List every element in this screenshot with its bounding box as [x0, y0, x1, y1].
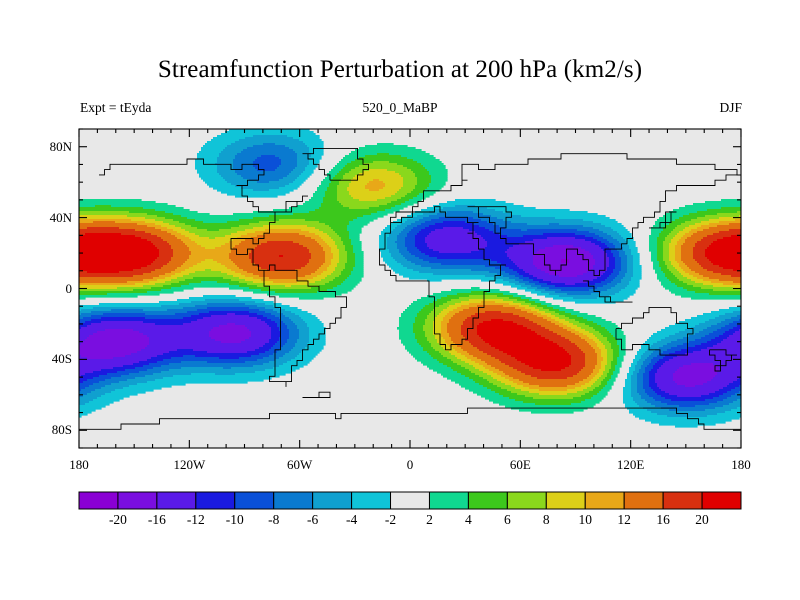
experiment-label: Expt = tEyda [80, 100, 152, 115]
coastline [390, 153, 741, 223]
colorbar-tick-label: 4 [465, 512, 472, 527]
colorbar-tick-label: -10 [225, 512, 244, 527]
colorbar-tick-label: 10 [578, 512, 592, 527]
y-axis-tick-label: 40S [51, 351, 72, 367]
x-axis-tick-label: 60W [287, 457, 313, 472]
y-axis-tick-label: 0 [65, 280, 73, 296]
colorbar-segment [351, 491, 392, 510]
colorbar-segment [117, 491, 158, 510]
colorbar-segment [506, 491, 547, 510]
coastline-layer [79, 147, 741, 430]
contour-fill-layer [79, 129, 741, 428]
coastline [302, 147, 369, 181]
x-axis-tick-label: 180 [731, 457, 751, 472]
y-axis-tick-label: 40N [49, 209, 72, 225]
season-label: DJF [719, 100, 742, 115]
coastline [302, 391, 331, 398]
colorbar-tick-label: -8 [268, 512, 280, 527]
coastline [79, 407, 741, 430]
page-title: Streamfunction Perturbation at 200 hPa (… [157, 56, 643, 83]
colorbar-segment [195, 491, 236, 510]
colorbar-segment [545, 491, 586, 510]
colorbar-tick-label: 20 [695, 512, 709, 527]
coastline [99, 158, 347, 387]
x-axis-tick-label: 120W [173, 457, 206, 472]
y-axis-tick-label: 80S [51, 422, 72, 438]
x-axis-tick-label: 120E [616, 457, 645, 472]
coastline [709, 349, 737, 372]
colorbar-segment [662, 491, 703, 510]
coastline [379, 206, 506, 351]
colorbar-segment [312, 491, 353, 510]
x-axis-tick-label: 60E [509, 457, 531, 472]
colorbar-tick-label: 16 [656, 512, 670, 527]
colorbar-tick-label: -12 [186, 512, 205, 527]
colorbar [78, 491, 742, 510]
coastline [615, 306, 694, 356]
colorbar-tick-label: -6 [307, 512, 319, 527]
colorbar-segment [428, 491, 469, 510]
colorbar-segment [273, 491, 314, 510]
colorbar-tick-label: -16 [147, 512, 166, 527]
colorbar-segment [156, 491, 197, 510]
colorbar-segment [78, 491, 119, 510]
colorbar-segment [390, 491, 430, 510]
colorbar-tick-label: -2 [384, 512, 397, 527]
colorbar-segment [584, 491, 625, 510]
coastline [467, 174, 741, 277]
case-label: 520_0_MaBP [362, 100, 438, 115]
colorbar-segment [234, 491, 275, 510]
x-axis-tick-label: 0 [406, 457, 414, 472]
colorbar-tick-label: 12 [617, 512, 631, 527]
colorbar-segment [467, 491, 508, 510]
coastline [649, 211, 677, 229]
axis-ticks [78, 128, 742, 449]
colorbar-segment [623, 491, 664, 510]
colorbar-tick-label: 2 [426, 512, 433, 527]
colorbar-segment [701, 491, 742, 510]
y-axis-tick-label: 80N [49, 138, 72, 154]
colorbar-tick-label: 6 [503, 512, 511, 527]
colorbar-tick-label: -4 [345, 512, 358, 527]
x-axis-tick-label: 180 [69, 457, 89, 472]
colorbar-tick-label: 8 [542, 512, 550, 527]
colorbar-tick-label: -20 [108, 512, 127, 527]
coastline [583, 280, 633, 303]
